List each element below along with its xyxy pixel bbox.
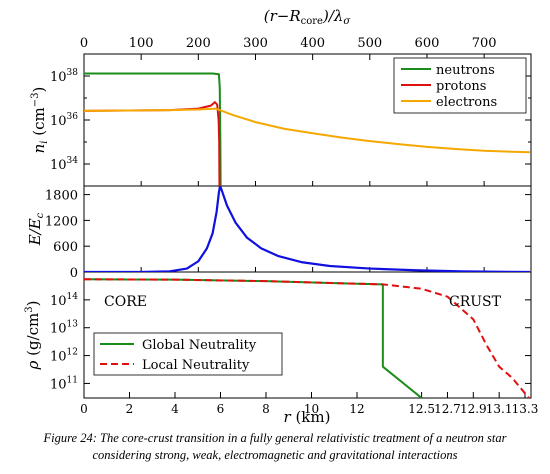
middle-y-tick-label: 1200 [45,214,78,229]
legend-label-local-neutrality: Local Neutrality [142,358,250,373]
series-line-neutrons [84,72,222,186]
bottom-x-tick-label: 10 [304,402,319,416]
figure-caption: Figure 24: The core-crust transition in … [0,430,550,464]
bottom-x-tick-label: 6 [217,402,225,416]
bottom-x-tick-label: 12 [349,402,364,416]
top-x-tick-label: 600 [415,36,440,51]
legend-label-electrons: electrons [436,95,497,110]
bottom-y-tick-label: 1014 [50,292,78,309]
bottom-x-tick-label: 12.9 [460,402,487,416]
top-x-tick-label: 700 [472,36,497,51]
bottom-y-axis-label: ρ (g/cm3) [24,301,42,371]
bottom-y-tick-label: 1011 [50,375,78,392]
bottom-x-tick-label: 13.3 [512,402,539,416]
top-x-tick-label: 300 [243,36,268,51]
middle-y-tick-label: 0 [70,266,78,281]
legend-label-neutrons: neutrons [436,63,495,78]
middle-y-tick-label: 600 [53,240,78,255]
bottom-x-tick-label: 12.5 [408,402,435,416]
top-x-axis-label: (r−Rcore)/λσ [264,7,352,27]
bottom-x-tick-label: 0 [80,402,88,416]
series-line-local-neutrality [84,278,530,398]
bottom-x-tick-label: 2 [126,402,134,416]
top-x-tick-label: 0 [80,36,88,51]
annotation-crust: CRUST [449,294,502,310]
bottom-x-tick-label: 8 [262,402,270,416]
top-y-tick-label: 1036 [50,112,78,129]
series-line-protons [84,101,221,186]
bottom-panel-frame [83,271,532,399]
top-panel-series [84,72,530,186]
top-y-axis-label: ni (cm−3) [30,87,50,154]
top-legend: neutrons protons electrons [393,57,527,114]
middle-panel-frame [83,185,532,273]
bottom-panel-series [84,278,530,398]
caption-line-2: considering strong, weak, electromagneti… [92,448,458,462]
series-line-electric-field [84,186,530,272]
middle-panel-series [84,186,530,272]
top-x-tick-label: 400 [300,36,325,51]
bottom-y-tick-label: 1013 [50,320,78,337]
annotation-core: CORE [104,294,147,310]
top-x-tick-label: 200 [186,36,211,51]
bottom-x-tick-label: 13.1 [486,402,513,416]
bottom-x-tick-label: 12.7 [434,402,461,416]
caption-line-1: Figure 24: The core-crust transition in … [43,431,507,445]
top-y-tick-label: 1038 [50,68,78,85]
legend-label-global-neutrality: Global Neutrality [142,338,257,353]
legend-label-protons: protons [436,79,486,94]
bottom-legend-box [93,332,283,376]
top-y-tick-label: 1034 [50,156,78,173]
bottom-legend: Global Neutrality Local Neutrality [93,332,283,376]
bottom-x-tick-label: 4 [171,402,179,416]
top-x-tick-label: 100 [129,36,154,51]
bottom-y-tick-label: 1012 [50,348,78,365]
series-line-electrons [84,107,530,154]
middle-y-tick-label: 1800 [45,189,78,204]
bottom-x-axis-label: r (km) [284,408,331,426]
axis-ticks [83,53,531,398]
middle-y-axis-label: E/Ec [26,212,46,246]
top-x-tick-label: 500 [357,36,382,51]
